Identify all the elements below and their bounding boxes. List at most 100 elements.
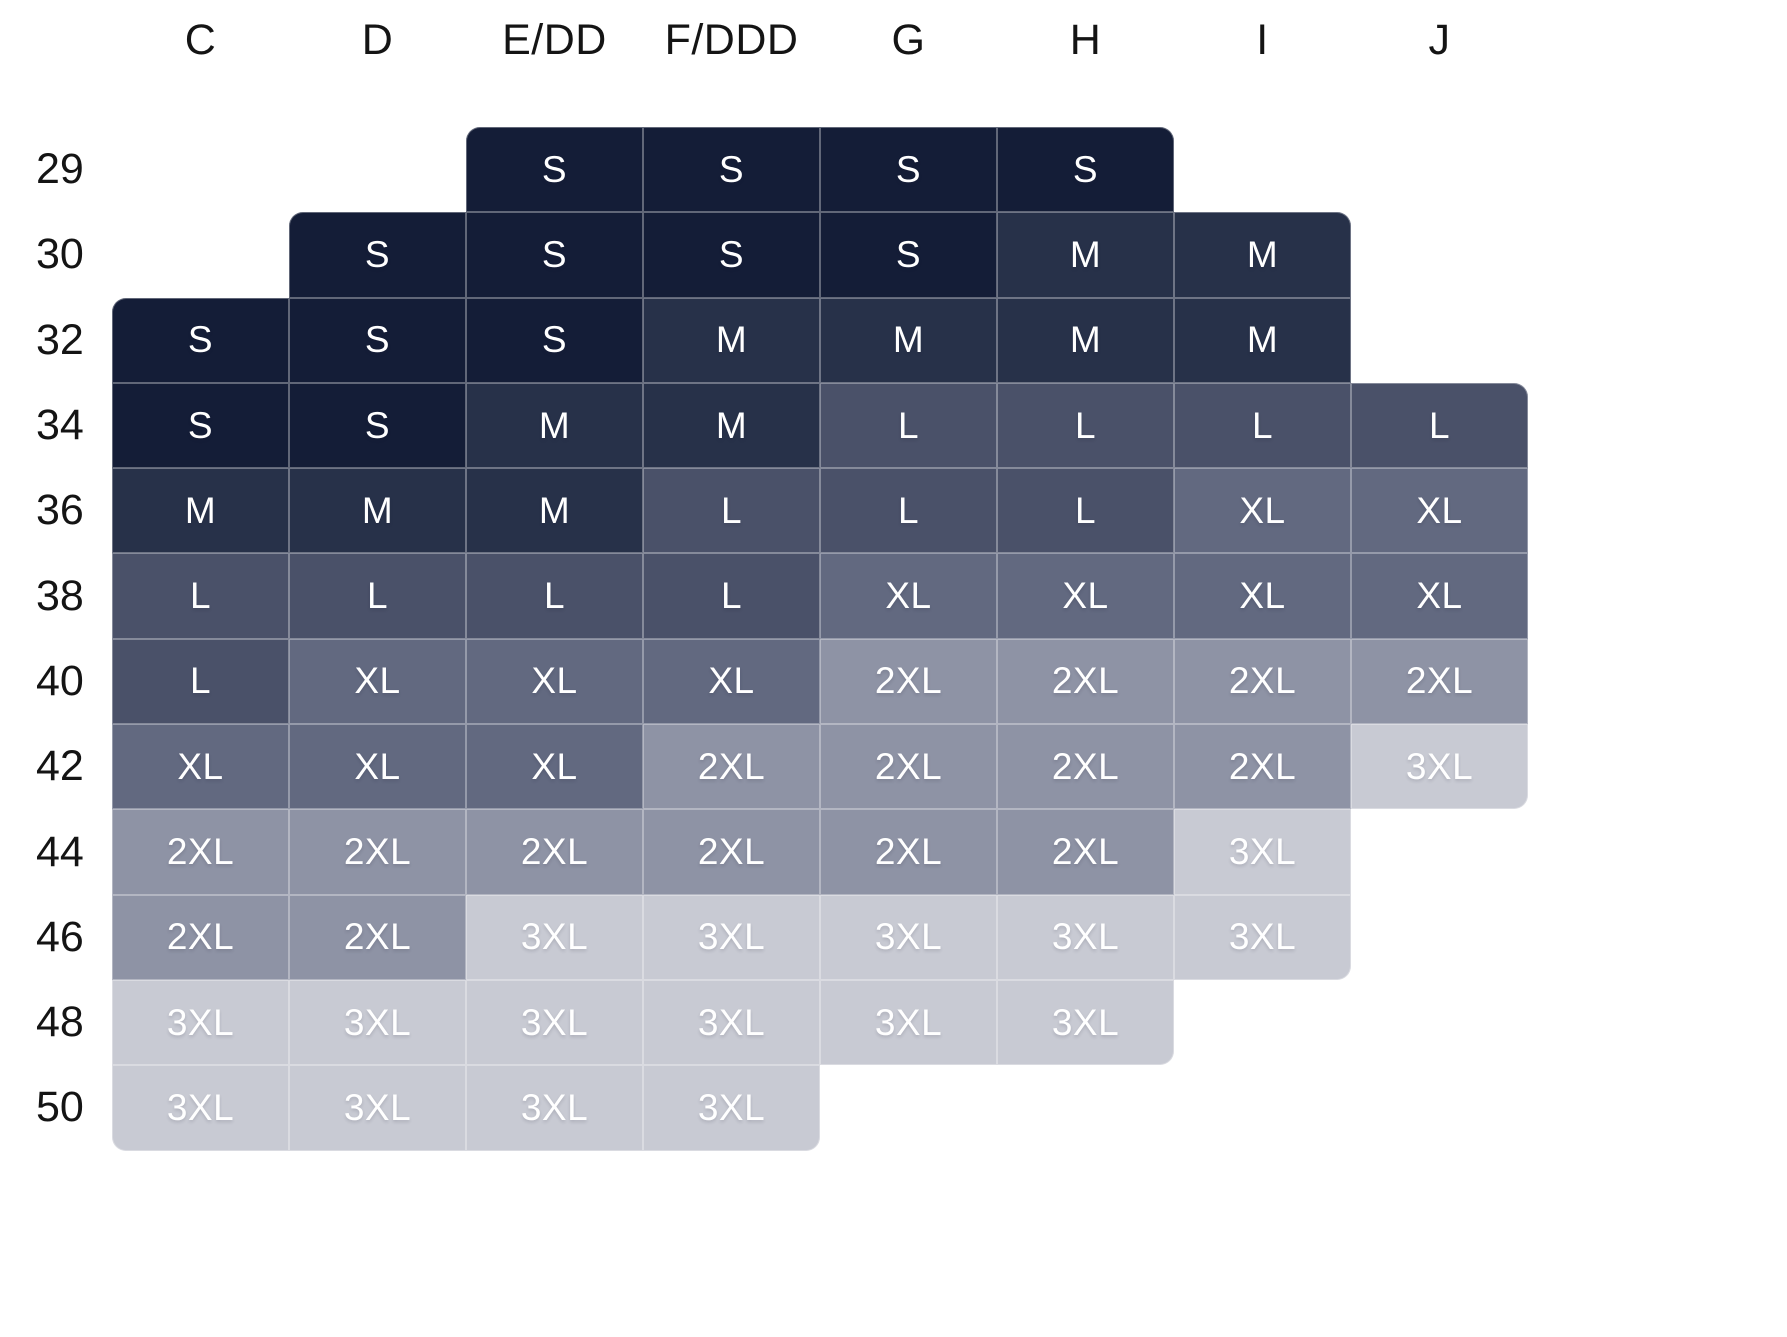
size-cell: M xyxy=(466,468,643,554)
size-cell: XL xyxy=(289,638,466,725)
size-cell: L xyxy=(820,468,997,554)
size-cell: 2XL xyxy=(1351,638,1528,725)
column-header: E/DD xyxy=(502,16,607,64)
size-cell: 2XL xyxy=(997,638,1174,725)
row-label: 30 xyxy=(36,230,84,279)
row-label: 32 xyxy=(36,315,84,364)
row-label: 44 xyxy=(36,827,84,876)
size-cell: S xyxy=(112,297,289,383)
row-label: 38 xyxy=(36,571,84,620)
size-cell: 3XL xyxy=(289,1065,466,1151)
size-cell: 3XL xyxy=(466,894,643,980)
size-cell: XL xyxy=(997,553,1174,639)
size-cell: S xyxy=(112,382,289,469)
size-cell: M xyxy=(1174,212,1351,298)
size-cell: 3XL xyxy=(112,1065,289,1151)
size-cell: 3XL xyxy=(112,979,289,1066)
size-cell: XL xyxy=(1351,468,1528,554)
size-cell: 2XL xyxy=(466,809,643,895)
size-cell: S xyxy=(820,212,997,298)
size-cell: XL xyxy=(1174,553,1351,639)
column-header: C xyxy=(184,16,217,64)
size-cell: L xyxy=(643,553,820,639)
size-cell: L xyxy=(643,468,820,554)
column-header: D xyxy=(361,16,394,64)
column-header: G xyxy=(891,16,926,64)
size-cell: L xyxy=(1174,382,1351,469)
size-cell: XL xyxy=(820,553,997,639)
size-cell: 2XL xyxy=(997,809,1174,895)
size-cell: M xyxy=(997,212,1174,298)
size-cell: 2XL xyxy=(112,809,289,895)
size-cell: S xyxy=(289,212,466,298)
size-cell: M xyxy=(289,468,466,554)
size-cell: S xyxy=(466,212,643,298)
size-cell: XL xyxy=(466,638,643,725)
row-label: 42 xyxy=(36,742,84,791)
size-cell: 2XL xyxy=(997,724,1174,810)
size-cell: S xyxy=(643,212,820,298)
size-cell: 3XL xyxy=(643,979,820,1066)
size-cell: 2XL xyxy=(1174,638,1351,725)
size-cell: XL xyxy=(643,638,820,725)
size-cell: 3XL xyxy=(820,894,997,980)
column-header: H xyxy=(1069,16,1102,64)
size-cell: 2XL xyxy=(1174,724,1351,810)
size-cell: L xyxy=(289,553,466,639)
size-cell: 2XL xyxy=(820,724,997,810)
size-cell: 3XL xyxy=(997,979,1174,1066)
size-cell: 3XL xyxy=(466,979,643,1066)
column-header: F/DDD xyxy=(664,16,799,64)
row-label: 46 xyxy=(36,912,84,961)
size-cell: 3XL xyxy=(1174,809,1351,895)
size-cell: XL xyxy=(466,724,643,810)
size-cell: S xyxy=(997,127,1174,213)
size-cell: S xyxy=(466,127,643,213)
size-chart-grid: C D E/DD F/DDD G H I J 29 30 32 34 36 38 40 42 44 46 48 50 S… xyxy=(36,16,1528,1151)
size-cell: L xyxy=(112,553,289,639)
size-cell: 3XL xyxy=(820,979,997,1066)
column-header: J xyxy=(1428,16,1451,64)
size-cell: 2XL xyxy=(289,809,466,895)
size-cell: M xyxy=(643,382,820,469)
row-label: 36 xyxy=(36,486,84,535)
size-cell: M xyxy=(997,297,1174,383)
size-cell: 3XL xyxy=(643,1065,820,1151)
size-cell: L xyxy=(112,638,289,725)
size-cell: S xyxy=(289,382,466,469)
size-cell: M xyxy=(112,468,289,554)
size-cell: 2XL xyxy=(289,894,466,980)
size-cell: 3XL xyxy=(643,894,820,980)
size-cell: S xyxy=(820,127,997,213)
row-label: 48 xyxy=(36,998,84,1047)
size-cell: 2XL xyxy=(820,638,997,725)
size-cell: 3XL xyxy=(1351,724,1528,810)
size-cell: XL xyxy=(1351,553,1528,639)
size-cell: L xyxy=(997,468,1174,554)
size-cell: 2XL xyxy=(643,809,820,895)
size-cell: 3XL xyxy=(466,1065,643,1151)
column-header: I xyxy=(1256,16,1269,64)
size-cell: L xyxy=(1351,382,1528,469)
size-cell: L xyxy=(820,382,997,469)
size-cell: M xyxy=(820,297,997,383)
size-cell: 3XL xyxy=(1174,894,1351,980)
size-cell: XL xyxy=(289,724,466,810)
size-cell: S xyxy=(289,297,466,383)
size-cell: L xyxy=(997,382,1174,469)
size-cell: XL xyxy=(1174,468,1351,554)
size-cell: L xyxy=(466,553,643,639)
size-cell: 3XL xyxy=(289,979,466,1066)
size-cell: 2XL xyxy=(112,894,289,980)
size-cell: XL xyxy=(112,724,289,810)
row-label: 40 xyxy=(36,656,84,705)
size-cell: M xyxy=(1174,297,1351,383)
size-cell: S xyxy=(466,297,643,383)
size-cell: 2XL xyxy=(820,809,997,895)
row-label: 29 xyxy=(36,145,84,194)
size-cell: M xyxy=(643,297,820,383)
size-cell: S xyxy=(643,127,820,213)
row-label: 34 xyxy=(36,401,84,450)
row-label: 50 xyxy=(36,1083,84,1132)
